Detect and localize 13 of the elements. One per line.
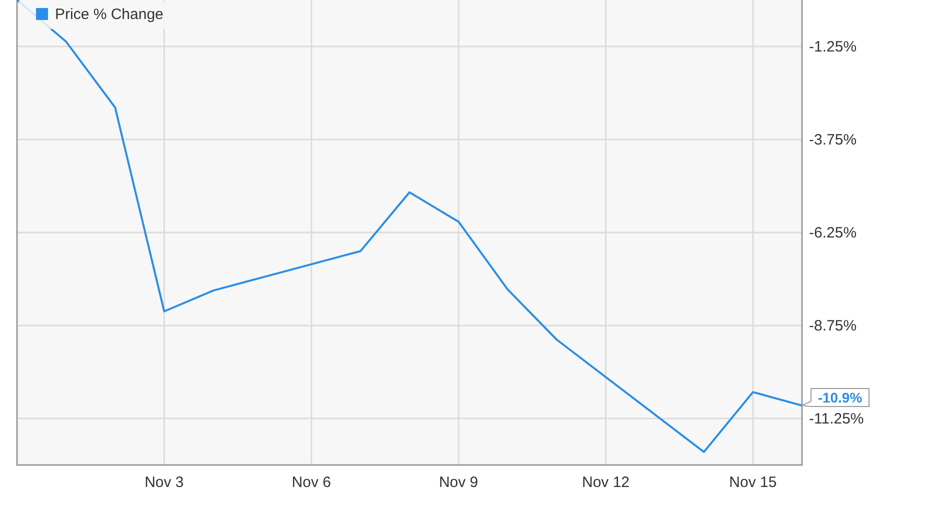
annotation: -10.9% [818,389,863,406]
x-tick-label: Nov 9 [438,474,478,491]
x-tick-label: Nov 12 [582,474,630,491]
line-series [17,0,802,453]
y-tick-label: -1.25% [809,38,857,56]
x-tick-label: Nov 15 [729,474,777,491]
legend-label: Price % Change [55,6,164,23]
x-tick-label: Nov 3 [144,474,184,491]
x-tick-label: Nov 6 [292,474,331,491]
y-tick-label: -11.25% [809,410,864,428]
y-tick-label: -3.75% [809,132,857,148]
y-tick-label: -6.25% [809,224,857,242]
y-tick-label: -8.75% [809,318,857,334]
